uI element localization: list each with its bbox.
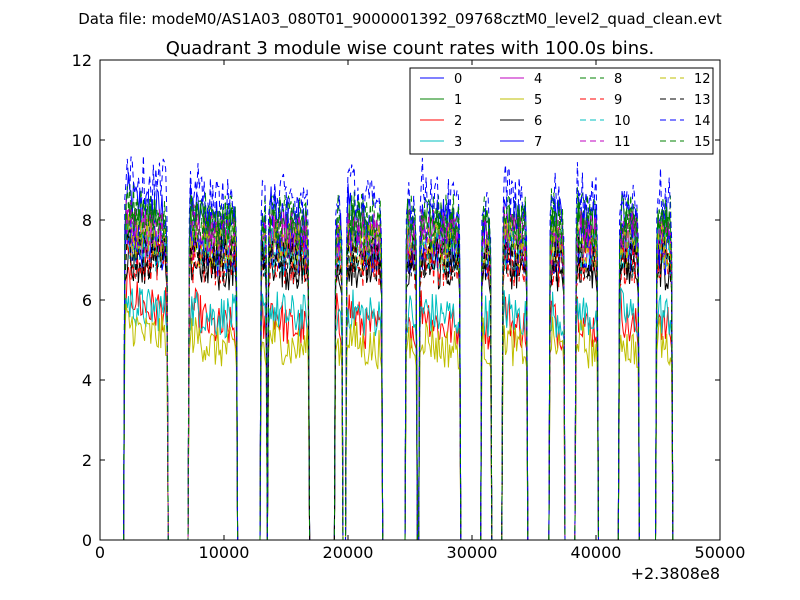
legend-label-0: 0 [454, 72, 462, 87]
series-line-13 [123, 229, 674, 540]
series-line-3 [123, 286, 674, 540]
series-layer [123, 155, 674, 540]
legend-label-6: 6 [534, 114, 542, 129]
series-line-5 [123, 303, 674, 540]
y-tick-label: 8 [82, 211, 92, 230]
legend-box [409, 67, 714, 155]
y-tick-label: 2 [82, 451, 92, 470]
legend-label-13: 13 [694, 93, 711, 108]
legend-label-2: 2 [454, 114, 462, 129]
x-axis: 0 10000 20000 30000 40000 50000 [95, 60, 746, 562]
legend-label-11: 11 [614, 135, 631, 150]
x-tick-label: 40000 [571, 543, 622, 562]
legend-label-5: 5 [534, 93, 542, 108]
legend-label-14: 14 [694, 114, 711, 129]
legend-label-15: 15 [694, 135, 711, 150]
legend-label-12: 12 [694, 72, 711, 87]
y-tick-label: 12 [72, 51, 92, 70]
y-tick-label: 10 [72, 131, 92, 150]
x-tick-label: 50000 [695, 543, 746, 562]
chart-suptitle: Data file: modeM0/AS1A03_080T01_90000013… [78, 10, 722, 29]
x-tick-label: 20000 [323, 543, 374, 562]
legend-label-9: 9 [614, 93, 622, 108]
legend-label-4: 4 [534, 72, 542, 87]
x-tick-label: 0 [95, 543, 105, 562]
y-tick-label: 0 [82, 531, 92, 550]
legend-label-1: 1 [454, 93, 462, 108]
y-tick-label: 4 [82, 371, 92, 390]
x-axis-offset-label: +2.3808e8 [631, 564, 720, 583]
series-line-15 [123, 194, 674, 540]
legend-label-3: 3 [454, 135, 462, 150]
legend-label-8: 8 [614, 72, 622, 87]
y-tick-label: 6 [82, 291, 92, 310]
chart-title: Quadrant 3 module wise count rates with … [166, 38, 655, 59]
legend-label-10: 10 [614, 114, 631, 129]
x-tick-label: 10000 [199, 543, 250, 562]
x-tick-label: 30000 [447, 543, 498, 562]
legend-label-7: 7 [534, 135, 542, 150]
series-line-14 [123, 155, 674, 540]
